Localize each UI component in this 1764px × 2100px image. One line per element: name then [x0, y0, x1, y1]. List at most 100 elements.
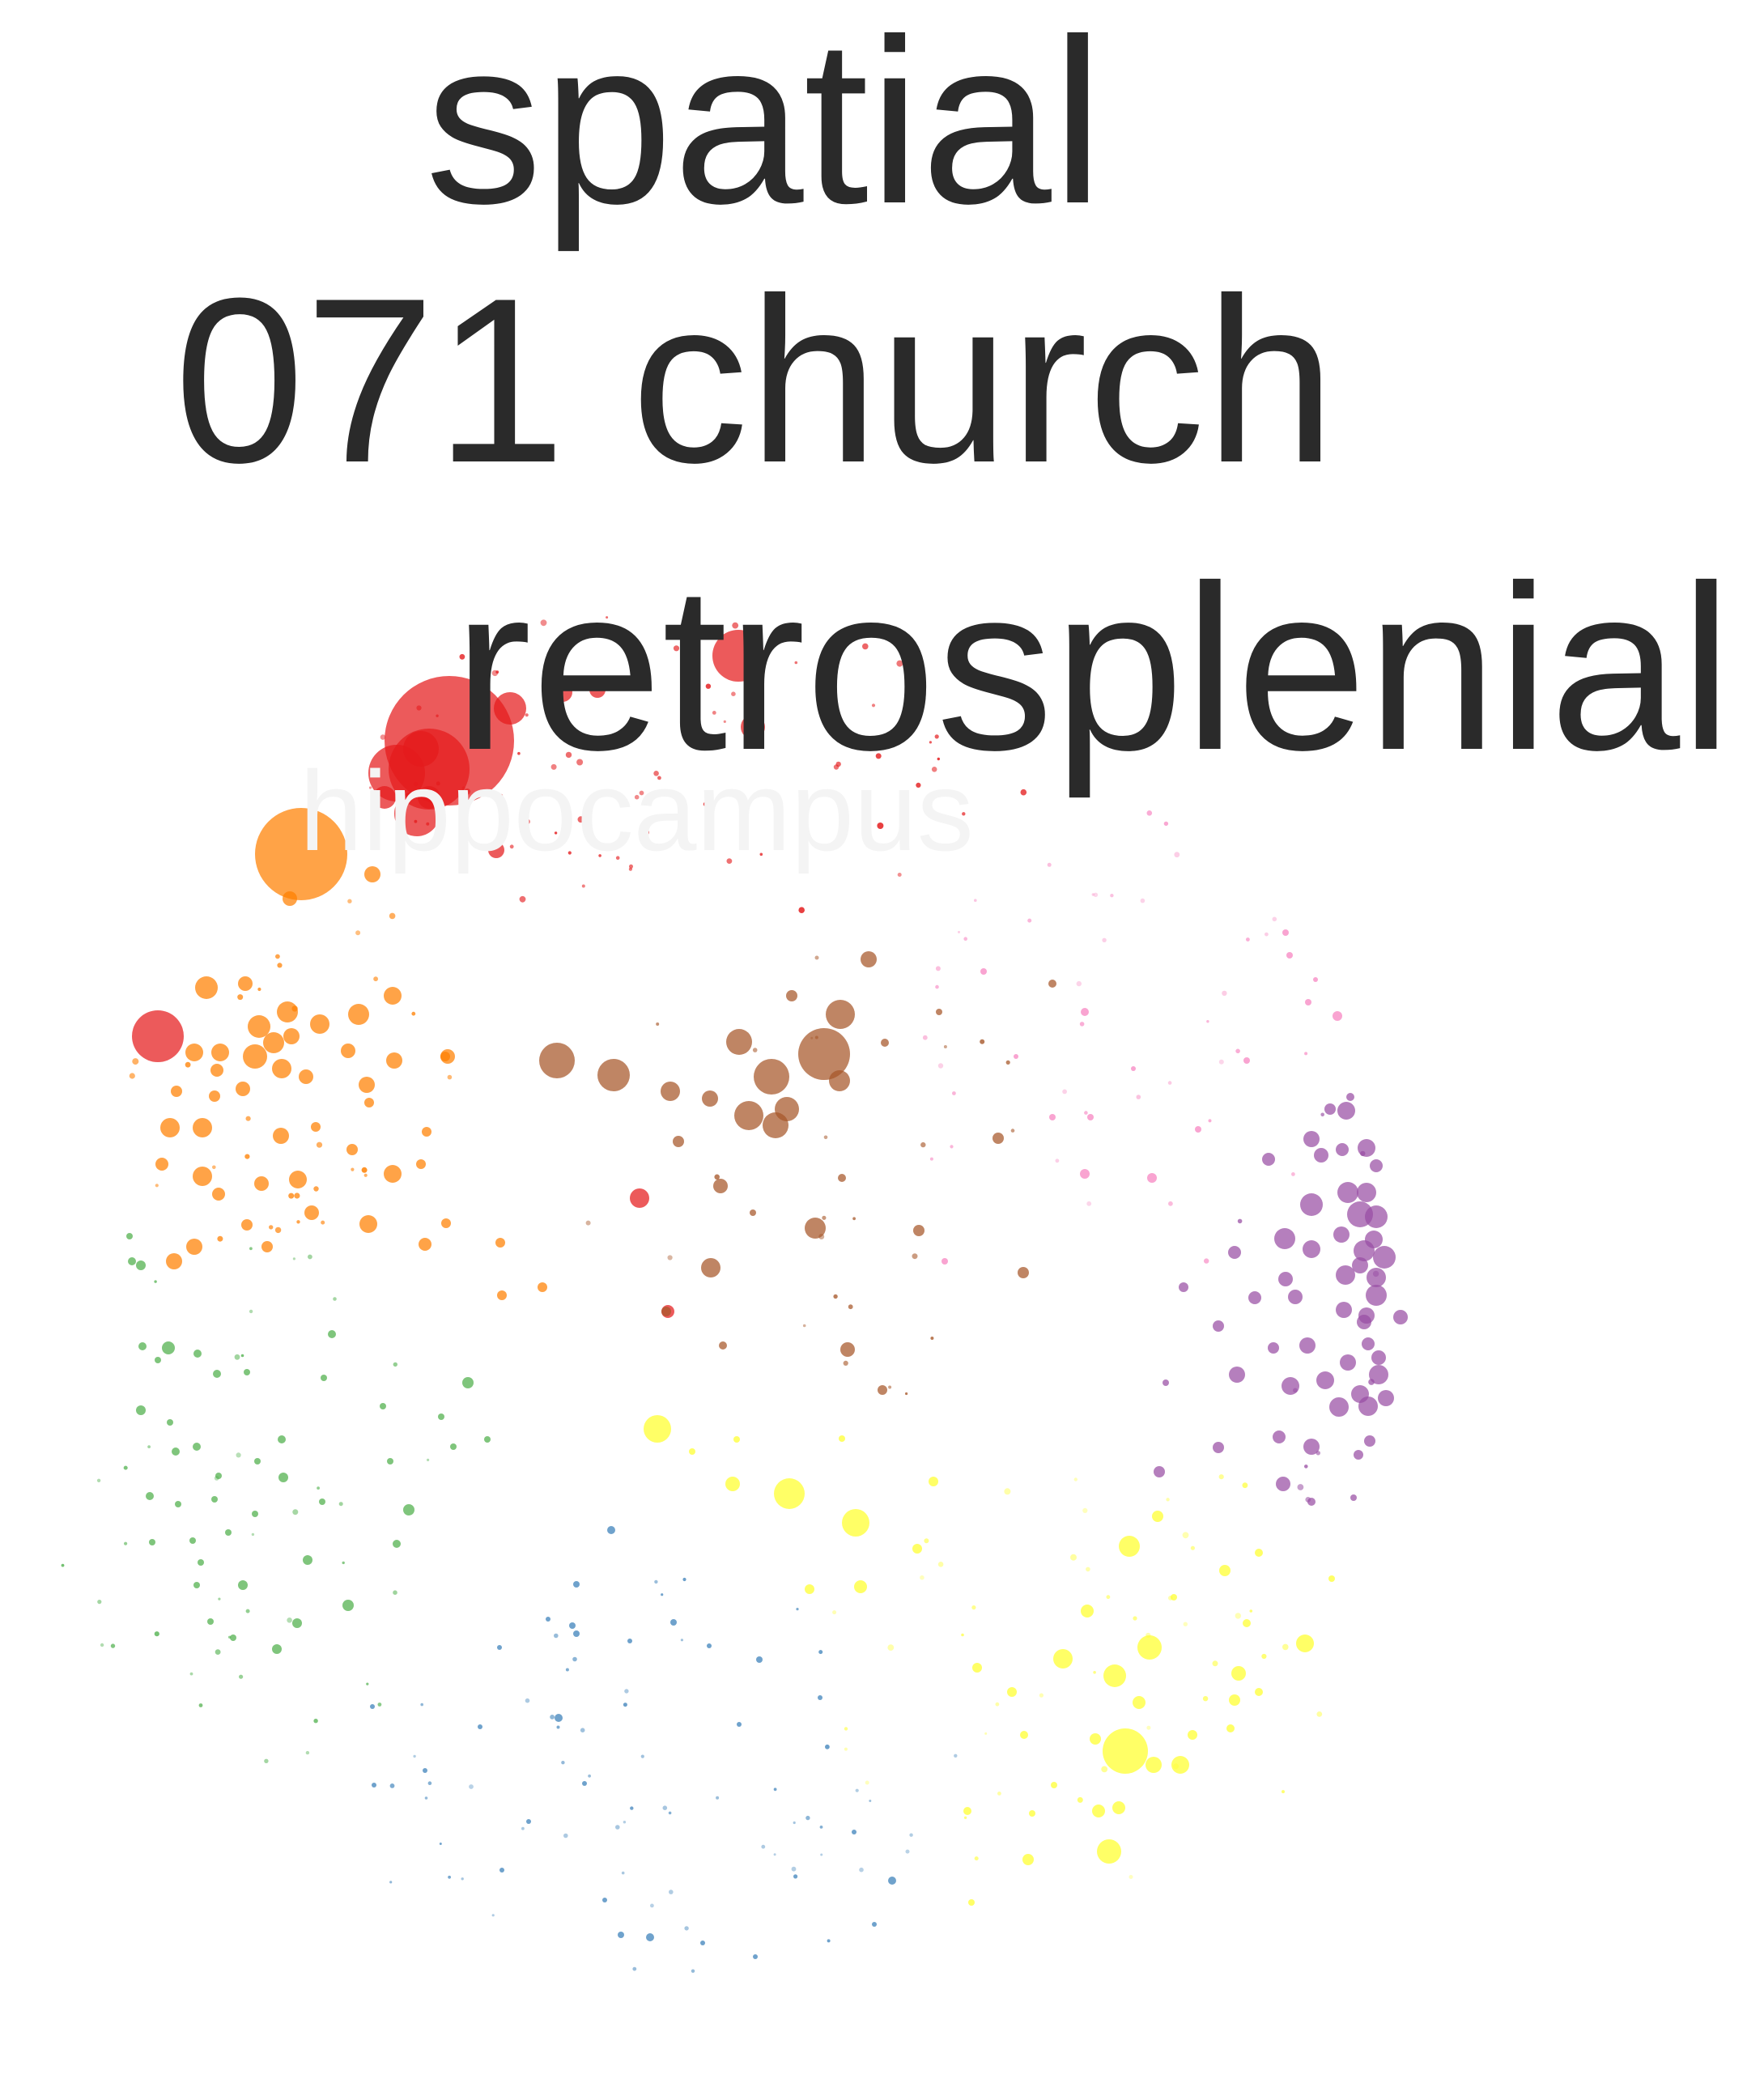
node-green [189, 1537, 196, 1544]
node-pink [1313, 977, 1318, 982]
node-green [249, 1247, 253, 1251]
node-orange [193, 1167, 212, 1186]
node-pink [963, 937, 967, 941]
node-green [308, 1254, 312, 1260]
node-red [581, 884, 585, 888]
node-green [236, 1452, 241, 1458]
node-yellow [1296, 1635, 1314, 1652]
node-red [794, 661, 798, 665]
node-green [303, 1555, 312, 1565]
node-red [615, 856, 620, 860]
node-green [366, 1682, 369, 1686]
node-yellow [1188, 1730, 1197, 1740]
node-pink [1014, 1054, 1018, 1059]
node-purple [1303, 1131, 1320, 1147]
node-blue [852, 1830, 856, 1834]
node-red [589, 682, 606, 698]
node-red [488, 842, 504, 858]
node-blue [650, 1903, 654, 1908]
node-pink [1291, 1172, 1295, 1176]
node-yellow [1082, 1507, 1088, 1513]
node-purple [1370, 1159, 1383, 1172]
node-green [238, 1580, 248, 1590]
node-yellow [1282, 1790, 1285, 1794]
node-purple [1362, 1337, 1375, 1350]
node-purple [1307, 1498, 1316, 1506]
node-orange [166, 1253, 182, 1269]
node-pink [1146, 810, 1153, 816]
node-pink [1093, 892, 1099, 898]
node-yellow [1226, 1724, 1235, 1732]
node-red [931, 767, 937, 772]
node-yellow [774, 1478, 805, 1509]
node-blue [819, 1826, 823, 1829]
node-red [688, 704, 694, 709]
node-purple [1314, 1148, 1328, 1163]
node-orange [212, 1188, 225, 1201]
node-yellow [1166, 1498, 1170, 1502]
node-purple [1354, 1240, 1375, 1261]
node-green [100, 1643, 104, 1647]
node-pink [1265, 932, 1269, 937]
node-green [278, 1435, 286, 1443]
node-green [110, 1643, 116, 1648]
node-pink [1304, 1052, 1308, 1056]
node-blue [621, 1871, 625, 1875]
node-red [540, 619, 547, 627]
node-blue [573, 1630, 580, 1637]
node-green [61, 1563, 65, 1567]
node-yellow [689, 1448, 695, 1455]
node-yellow [1243, 1619, 1251, 1627]
node-blue [793, 1874, 798, 1879]
node-red [916, 782, 921, 789]
node-purple [1358, 1396, 1378, 1416]
node-red [726, 858, 733, 864]
node-orange [440, 1052, 450, 1061]
node-brown [656, 1022, 660, 1026]
node-blue [491, 1914, 495, 1917]
node-green [154, 1631, 159, 1637]
node-green [244, 1369, 250, 1375]
node-blue [573, 1581, 580, 1588]
node-red [525, 713, 529, 717]
node-brown [936, 1009, 942, 1015]
node-orange [347, 899, 352, 903]
node-brown [597, 1059, 630, 1091]
node-green [319, 1498, 325, 1505]
node-pink [1204, 1258, 1209, 1264]
node-green [462, 1377, 474, 1388]
node-green [427, 1458, 430, 1461]
node-orange [304, 1205, 319, 1220]
node-red [499, 793, 504, 797]
node-orange [237, 994, 244, 1001]
node-green [393, 1540, 401, 1548]
node-purple [1273, 1430, 1286, 1443]
node-orange [185, 1061, 191, 1068]
node-orange [244, 1154, 250, 1159]
node-yellow [1249, 1609, 1253, 1613]
node-green [215, 1473, 222, 1479]
node-purple [1393, 1310, 1408, 1324]
node-red [934, 734, 939, 739]
node-brown [920, 1141, 926, 1148]
node-green [245, 1609, 250, 1613]
node-orange [209, 1090, 220, 1102]
node-blue [791, 1866, 797, 1872]
node-red [862, 643, 869, 650]
node-yellow [1171, 1594, 1177, 1601]
node-pink [1079, 1022, 1085, 1027]
node-yellow [1077, 1796, 1083, 1803]
node-orange [129, 1073, 135, 1079]
node-yellow [644, 1415, 671, 1443]
node-brown [786, 990, 797, 1001]
node-yellow [1316, 1711, 1323, 1717]
node-yellow [1146, 1725, 1151, 1730]
node-orange [289, 1171, 307, 1188]
node-green [124, 1541, 128, 1545]
node-purple [1373, 1246, 1396, 1269]
node-green [167, 1419, 173, 1426]
node-red [509, 844, 514, 849]
node-pink [1084, 1111, 1088, 1115]
node-red [897, 873, 902, 877]
node-yellow [912, 1544, 922, 1554]
